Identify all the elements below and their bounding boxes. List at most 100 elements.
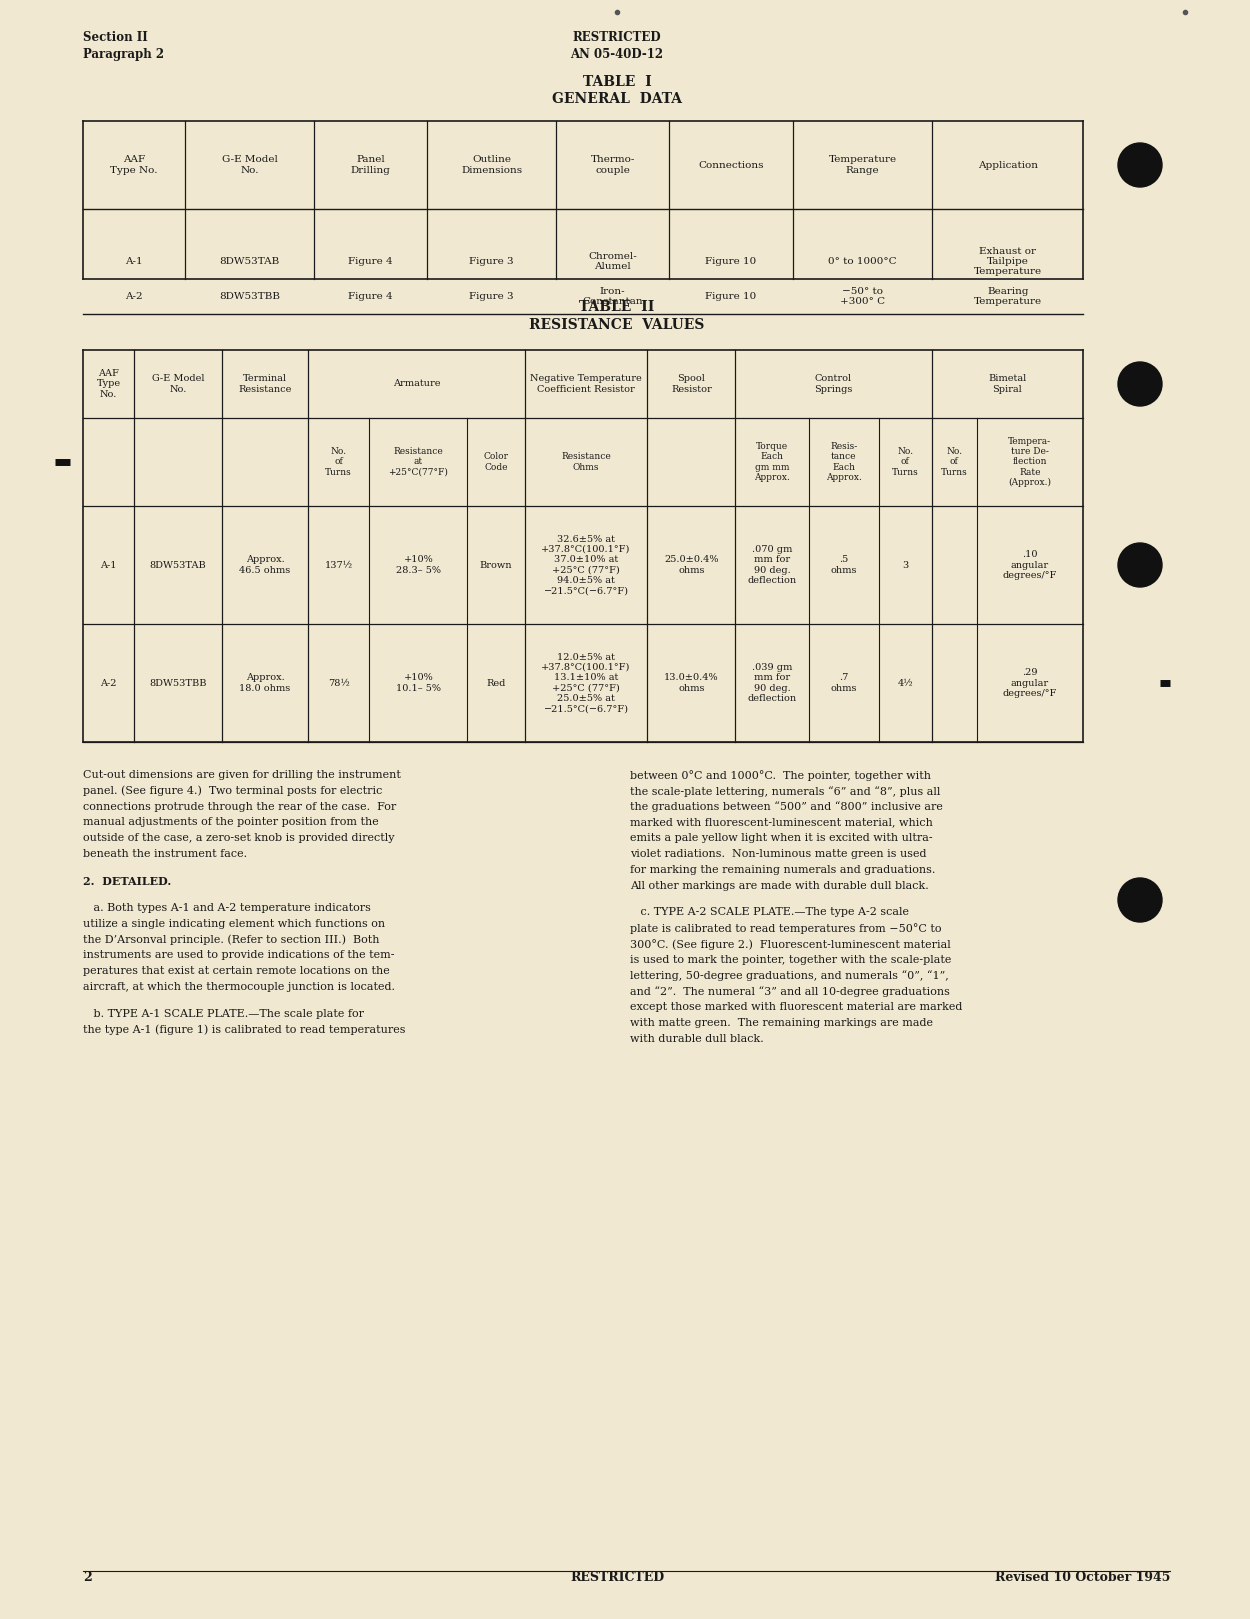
Text: +10%
28.3– 5%: +10% 28.3– 5% xyxy=(396,555,441,575)
Text: 2.  DETAILED.: 2. DETAILED. xyxy=(82,876,171,887)
Text: outside of the case, a zero-set knob is provided directly: outside of the case, a zero-set knob is … xyxy=(82,834,395,843)
Text: Chromel-
Alumel: Chromel- Alumel xyxy=(589,253,638,272)
Text: 8DW53TAB: 8DW53TAB xyxy=(150,560,206,570)
Text: panel. (See figure 4.)  Two terminal posts for electric: panel. (See figure 4.) Two terminal post… xyxy=(82,785,382,797)
Text: Resistance
Ohms: Resistance Ohms xyxy=(561,452,611,471)
Text: 300°C. (See figure 2.)  Fluorescent-luminescent material: 300°C. (See figure 2.) Fluorescent-lumin… xyxy=(630,939,951,950)
Text: Revised 10 October 1945: Revised 10 October 1945 xyxy=(995,1570,1170,1583)
Text: AN 05-40D-12: AN 05-40D-12 xyxy=(570,49,664,62)
Text: .5
ohms: .5 ohms xyxy=(830,555,858,575)
Text: for marking the remaining numerals and graduations.: for marking the remaining numerals and g… xyxy=(630,865,935,874)
Text: 78½: 78½ xyxy=(328,678,350,688)
Text: RESTRICTED: RESTRICTED xyxy=(570,1570,664,1583)
Text: plate is calibrated to read temperatures from −50°C to: plate is calibrated to read temperatures… xyxy=(630,923,941,934)
Text: Red: Red xyxy=(486,678,506,688)
Text: 32.6±5% at
+37.8°C(100.1°F)
37.0±10% at
+25°C (77°F)
94.0±5% at
−21.5°C(−6.7°F): 32.6±5% at +37.8°C(100.1°F) 37.0±10% at … xyxy=(541,534,631,596)
Text: AAF
Type
No.: AAF Type No. xyxy=(96,369,120,398)
Text: manual adjustments of the pointer position from the: manual adjustments of the pointer positi… xyxy=(82,818,379,827)
Text: 13.0±0.4%
ohms: 13.0±0.4% ohms xyxy=(664,674,719,693)
Text: c. TYPE A-2 SCALE PLATE.—The type A-2 scale: c. TYPE A-2 SCALE PLATE.—The type A-2 sc… xyxy=(630,908,909,918)
Text: GENERAL  DATA: GENERAL DATA xyxy=(552,92,682,105)
Text: Temperature
Range: Temperature Range xyxy=(829,155,896,175)
Text: .7
ohms: .7 ohms xyxy=(830,674,858,693)
Text: violet radiations.  Non-luminous matte green is used: violet radiations. Non-luminous matte gr… xyxy=(630,848,926,860)
Text: connections protrude through the rear of the case.  For: connections protrude through the rear of… xyxy=(82,801,396,811)
Text: Application: Application xyxy=(978,160,1038,170)
Text: instruments are used to provide indications of the tem-: instruments are used to provide indicati… xyxy=(82,950,395,960)
Circle shape xyxy=(1118,363,1162,406)
Text: Thermo-
couple: Thermo- couple xyxy=(590,155,635,175)
Text: Figure 10: Figure 10 xyxy=(705,257,756,266)
Circle shape xyxy=(1118,142,1162,188)
Text: .039 gm
mm for
90 deg.
deflection: .039 gm mm for 90 deg. deflection xyxy=(748,662,796,703)
Text: Color
Code: Color Code xyxy=(484,452,509,471)
Text: Bimetal
Spiral: Bimetal Spiral xyxy=(989,374,1026,393)
Text: Terminal
Resistance: Terminal Resistance xyxy=(239,374,291,393)
Text: Spool
Resistor: Spool Resistor xyxy=(671,374,711,393)
Text: 12.0±5% at
+37.8°C(100.1°F)
13.1±10% at
+25°C (77°F)
25.0±5% at
−21.5°C(−6.7°F): 12.0±5% at +37.8°C(100.1°F) 13.1±10% at … xyxy=(541,652,631,714)
Text: RESTRICTED: RESTRICTED xyxy=(572,31,661,44)
Text: the type A-1 (figure 1) is calibrated to read temperatures: the type A-1 (figure 1) is calibrated to… xyxy=(82,1025,405,1035)
Text: 25.0±0.4%
ohms: 25.0±0.4% ohms xyxy=(664,555,719,575)
Text: Panel
Drilling: Panel Drilling xyxy=(351,155,390,175)
Text: 8DW53TBB: 8DW53TBB xyxy=(219,291,280,301)
Text: utilize a single indicating element which functions on: utilize a single indicating element whic… xyxy=(82,918,385,929)
Text: TABLE  I: TABLE I xyxy=(582,74,651,89)
Text: and “2”.  The numeral “3” and all 10-degree graduations: and “2”. The numeral “3” and all 10-degr… xyxy=(630,986,950,997)
Text: the D’Arsonval principle. (Refer to section III.)  Both: the D’Arsonval principle. (Refer to sect… xyxy=(82,934,380,945)
Text: Iron-
Constantan: Iron- Constantan xyxy=(582,287,642,306)
Text: 4½: 4½ xyxy=(898,678,912,688)
Text: Figure 4: Figure 4 xyxy=(349,291,392,301)
Text: Tempera-
ture De-
flection
Rate
(Approx.): Tempera- ture De- flection Rate (Approx.… xyxy=(1009,437,1051,487)
Text: No.
of
Turns: No. of Turns xyxy=(941,447,968,478)
Text: lettering, 50-degree graduations, and numerals “0”, “1”,: lettering, 50-degree graduations, and nu… xyxy=(630,971,949,981)
Text: with durable dull black.: with durable dull black. xyxy=(630,1035,764,1044)
Text: beneath the instrument face.: beneath the instrument face. xyxy=(82,848,248,860)
Text: No.
of
Turns: No. of Turns xyxy=(325,447,352,478)
Text: AAF
Type No.: AAF Type No. xyxy=(110,155,158,175)
Text: peratures that exist at certain remote locations on the: peratures that exist at certain remote l… xyxy=(82,967,390,976)
Text: .29
angular
degrees/°F: .29 angular degrees/°F xyxy=(1003,669,1058,698)
Text: G-E Model
No.: G-E Model No. xyxy=(151,374,204,393)
Text: Approx.
46.5 ohms: Approx. 46.5 ohms xyxy=(240,555,291,575)
Circle shape xyxy=(1118,877,1162,921)
Text: Outline
Dimensions: Outline Dimensions xyxy=(461,155,522,175)
Text: b. TYPE A-1 SCALE PLATE.—The scale plate for: b. TYPE A-1 SCALE PLATE.—The scale plate… xyxy=(82,1009,364,1018)
Text: Bearing
Temperature: Bearing Temperature xyxy=(974,287,1041,306)
Text: +10%
10.1– 5%: +10% 10.1– 5% xyxy=(396,674,441,693)
Text: Exhaust or
Tailpipe
Temperature: Exhaust or Tailpipe Temperature xyxy=(974,246,1041,277)
Text: Control
Springs: Control Springs xyxy=(814,374,852,393)
Text: 8DW53TBB: 8DW53TBB xyxy=(149,678,206,688)
Text: Figure 3: Figure 3 xyxy=(469,291,514,301)
Text: Torque
Each
gm mm
Approx.: Torque Each gm mm Approx. xyxy=(754,442,790,482)
Text: −50° to
+300° C: −50° to +300° C xyxy=(840,287,885,306)
Text: Section II: Section II xyxy=(82,31,148,44)
Text: is used to mark the pointer, together with the scale-plate: is used to mark the pointer, together wi… xyxy=(630,955,951,965)
Text: Approx.
18.0 ohms: Approx. 18.0 ohms xyxy=(240,674,291,693)
Text: 2: 2 xyxy=(82,1570,91,1583)
Text: No.
of
Turns: No. of Turns xyxy=(891,447,919,478)
Text: between 0°C and 1000°C.  The pointer, together with: between 0°C and 1000°C. The pointer, tog… xyxy=(630,771,931,780)
Text: 137½: 137½ xyxy=(325,560,352,570)
Text: Figure 3: Figure 3 xyxy=(469,257,514,266)
Text: Armature: Armature xyxy=(392,379,440,389)
Text: Figure 10: Figure 10 xyxy=(705,291,756,301)
Text: emits a pale yellow light when it is excited with ultra-: emits a pale yellow light when it is exc… xyxy=(630,834,932,843)
Text: Paragraph 2: Paragraph 2 xyxy=(82,49,164,62)
Text: marked with fluorescent-luminescent material, which: marked with fluorescent-luminescent mate… xyxy=(630,818,932,827)
Text: A-1: A-1 xyxy=(100,560,116,570)
Text: Brown: Brown xyxy=(480,560,512,570)
Text: the scale-plate lettering, numerals “6” and “8”, plus all: the scale-plate lettering, numerals “6” … xyxy=(630,785,940,797)
Text: the graduations between “500” and “800” inclusive are: the graduations between “500” and “800” … xyxy=(630,801,942,813)
Text: Connections: Connections xyxy=(698,160,764,170)
Text: Resis-
tance
Each
Approx.: Resis- tance Each Approx. xyxy=(826,442,861,482)
Text: with matte green.  The remaining markings are made: with matte green. The remaining markings… xyxy=(630,1018,932,1028)
Text: aircraft, at which the thermocouple junction is located.: aircraft, at which the thermocouple junc… xyxy=(82,981,395,992)
Text: RESISTANCE  VALUES: RESISTANCE VALUES xyxy=(529,317,705,332)
Text: A-2: A-2 xyxy=(125,291,142,301)
Text: A-2: A-2 xyxy=(100,678,116,688)
Circle shape xyxy=(1118,542,1162,588)
Text: 0° to 1000°C: 0° to 1000°C xyxy=(829,257,897,266)
Text: Figure 4: Figure 4 xyxy=(349,257,392,266)
Text: .070 gm
mm for
90 deg.
deflection: .070 gm mm for 90 deg. deflection xyxy=(748,546,796,584)
